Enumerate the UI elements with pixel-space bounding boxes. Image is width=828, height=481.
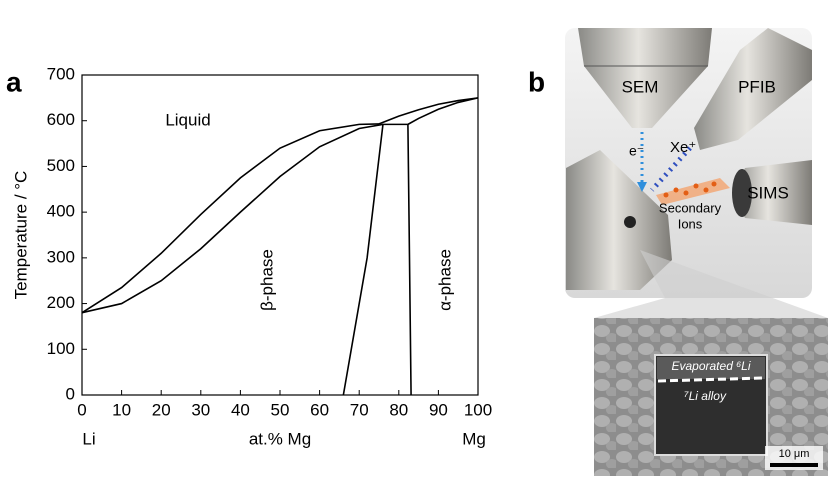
y-tick-label: 100 (47, 339, 75, 358)
phase-boundary (407, 97, 479, 126)
pfib-label: PFIB (738, 77, 776, 96)
xe-beam (650, 146, 692, 192)
electron-arrow (637, 182, 647, 192)
scale-bar-label: 10 μm (779, 448, 810, 460)
annotation: α-phase (435, 249, 454, 311)
y-axis-label: Temperature / °C (11, 171, 30, 300)
y-tick-label: 600 (47, 110, 75, 129)
plot-frame (81, 74, 479, 396)
phase-boundary (407, 124, 412, 396)
x-tick-label: 70 (350, 400, 369, 419)
x-axis-label: at.% Mg (249, 429, 311, 448)
x-tick-label: 0 (77, 400, 86, 419)
y-tick-label: 300 (47, 247, 75, 266)
stage-screw (624, 216, 636, 228)
inset-label: Evaporated ⁶Li (671, 359, 750, 373)
phase-boundary (342, 124, 384, 396)
x-tick-label: 20 (152, 400, 171, 419)
x-tick-label: 40 (231, 400, 250, 419)
phase-boundary (81, 123, 380, 314)
scale-bar (770, 463, 818, 467)
pfib-column (694, 28, 812, 150)
sims-aperture (732, 169, 752, 217)
electron-label: e⁻ (629, 143, 644, 159)
annotation: β-phase (257, 249, 276, 311)
x-tick-label: 50 (271, 400, 290, 419)
y-tick-label: 200 (47, 293, 75, 312)
y-tick-label: 700 (47, 64, 75, 83)
secondary-ions-label: Ions (678, 216, 703, 231)
x-tick-label: 90 (429, 400, 448, 419)
xenon-label: Xe⁺ (670, 139, 696, 156)
ion-plume (656, 178, 730, 205)
panel-label: b (528, 66, 545, 97)
zoom-cone (594, 250, 828, 318)
phase-boundary (378, 97, 479, 125)
evaporated-layer (657, 357, 765, 379)
sims-label: SIMS (747, 183, 789, 202)
y-tick-label: 0 (66, 384, 75, 403)
inset-label: ⁷Li alloy (684, 389, 727, 403)
panel-label: a (6, 66, 22, 97)
x-tick-label: 60 (310, 400, 329, 419)
sem-label: SEM (622, 77, 659, 96)
interface-line (657, 376, 765, 383)
sem-column (578, 28, 712, 128)
x-tick-label: 10 (112, 400, 131, 419)
secondary-ions (663, 181, 717, 198)
x-tick-label: 80 (389, 400, 408, 419)
y-tick-label: 500 (47, 156, 75, 175)
annotation: Liquid (165, 110, 210, 129)
x-label-left: Li (82, 429, 95, 448)
secondary-ions-label: Secondary (659, 200, 722, 215)
x-tick-label: 30 (191, 400, 210, 419)
x-tick-label: 100 (464, 400, 492, 419)
y-tick-label: 400 (47, 202, 75, 221)
sims-column (732, 160, 812, 225)
x-label-right: Mg (462, 429, 486, 448)
phase-boundary (81, 123, 384, 314)
